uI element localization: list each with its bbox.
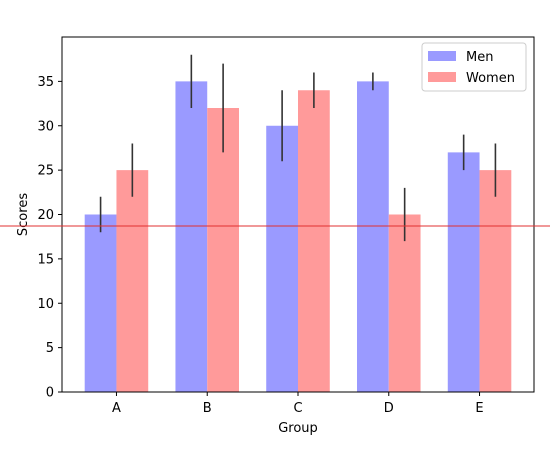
x-tick-label: A (112, 401, 121, 416)
bar-men-A (84, 214, 117, 392)
x-tick-label: C (293, 401, 302, 416)
legend-label-men: Men (466, 50, 493, 65)
y-tick-label: 15 (37, 252, 54, 267)
y-axis-label: Scores (16, 193, 31, 236)
bar-women-A (116, 170, 149, 392)
x-tick-label: D (384, 401, 394, 416)
bar-women-C (298, 90, 330, 392)
x-tick-label: B (203, 401, 212, 416)
bar-men-C (266, 125, 298, 392)
legend-swatch-men (428, 51, 456, 61)
bar-women-E (479, 170, 512, 392)
bars-layer (84, 81, 512, 392)
bar-women-D (388, 214, 421, 392)
y-tick-label: 35 (37, 75, 54, 90)
legend-label-women: Women (466, 71, 515, 86)
legend-swatch-women (428, 72, 456, 82)
error-bars-layer (99, 54, 497, 242)
x-axis-label: Group (278, 421, 318, 436)
x-tick-label: E (475, 401, 483, 416)
bar-men-D (357, 81, 389, 392)
axes-layer: 0 5 10 15 20 25 30 35 A B C D E (37, 36, 535, 416)
y-tick-label: 0 (46, 386, 54, 401)
bar-men-B (175, 81, 208, 392)
bar-men-E (447, 152, 480, 392)
y-tick-label: 5 (46, 341, 54, 356)
y-tick-label: 25 (37, 164, 54, 179)
y-tick-label: 10 (37, 297, 54, 312)
bar-women-B (207, 108, 239, 392)
legend: Men Women (421, 42, 527, 92)
y-tick-label: 30 (37, 119, 54, 134)
y-tick-label: 20 (37, 208, 54, 223)
